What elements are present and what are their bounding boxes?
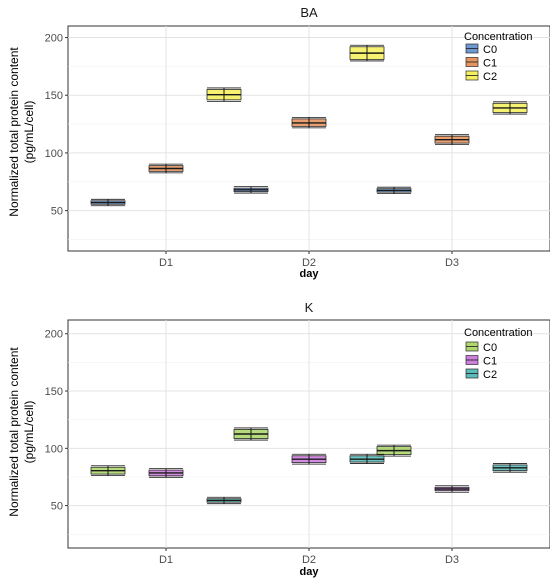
y-axis-title-line2: (pg/mL/cell): [22, 101, 36, 164]
box-c1-d2: [291, 453, 327, 465]
y-tick-label: 50: [51, 206, 63, 218]
box-c0-d3: [376, 444, 412, 457]
y-tick-label: 200: [45, 329, 63, 341]
y-axis-title-line1: Normalized total protein content: [7, 347, 21, 517]
box-c2-d3: [492, 463, 528, 473]
legend-label-c0: C0: [483, 342, 497, 354]
legend-label-c0: C0: [483, 44, 497, 56]
legend-label-c2: C2: [483, 369, 497, 381]
box-c1-d2: [291, 116, 327, 129]
x-axis-title: day: [300, 268, 320, 280]
y-tick-labels: 50 100 150 200: [45, 329, 68, 513]
box-c2-d3: [492, 101, 528, 115]
y-axis-title: Normalized total protein content (pg/mL/…: [7, 347, 36, 517]
y-axis-title-line1: Normalized total protein content: [7, 47, 21, 217]
box-c0-d2: [233, 186, 269, 194]
x-tick-label: D1: [159, 257, 173, 269]
legend-label-c1: C1: [483, 356, 497, 368]
y-axis-title: Normalized total protein content (pg/mL/…: [7, 47, 36, 217]
x-tick-label: D2: [302, 554, 316, 566]
box-c0-d3: [376, 186, 412, 195]
y-axis-title-line2: (pg/mL/cell): [22, 401, 36, 464]
x-tick-label: D3: [445, 257, 459, 269]
x-tick-labels: D1 D2 D3: [159, 548, 459, 566]
legend-title: Concentration: [464, 327, 533, 339]
box-c0-d2: [233, 427, 269, 441]
box-series: [90, 427, 528, 505]
legend-label-c2: C2: [483, 71, 497, 83]
box-c0-d1: [90, 465, 126, 477]
x-tick-label: D1: [159, 554, 173, 566]
y-tick-label: 200: [45, 33, 63, 45]
y-tick-label: 100: [45, 443, 63, 455]
panel-title: BA: [300, 5, 318, 20]
chart-panel-ba: BA Normalized total protein content (pg/…: [7, 5, 550, 280]
y-tick-label: 50: [51, 501, 63, 513]
box-c2-d1: [206, 496, 242, 505]
y-tick-labels: 50 100 150 200: [45, 33, 68, 218]
x-axis-title: day: [300, 566, 320, 578]
x-tick-label: D3: [445, 554, 459, 566]
box-series: [90, 44, 528, 207]
box-c2-d2: [349, 44, 385, 62]
box-c2-d2: [349, 453, 385, 464]
legend-title: Concentration: [464, 31, 533, 43]
y-tick-label: 150: [45, 90, 63, 102]
x-tick-labels: D1 D2 D3: [159, 251, 459, 269]
x-tick-label: D2: [302, 257, 316, 269]
y-tick-label: 100: [45, 148, 63, 160]
box-c1-d3: [434, 485, 470, 493]
grid-lines: [68, 26, 550, 251]
box-c1-d3: [434, 134, 470, 146]
box-c2-d1: [206, 87, 242, 102]
chart-panel-k: K Normalized total protein content (pg/m…: [7, 300, 550, 578]
box-c1-d1: [148, 163, 184, 174]
box-c0-d1: [90, 198, 126, 207]
legend-label-c1: C1: [483, 58, 497, 70]
y-tick-label: 150: [45, 386, 63, 398]
panel-title: K: [305, 300, 314, 315]
grid-lines: [68, 320, 550, 548]
box-c1-d1: [148, 468, 184, 478]
